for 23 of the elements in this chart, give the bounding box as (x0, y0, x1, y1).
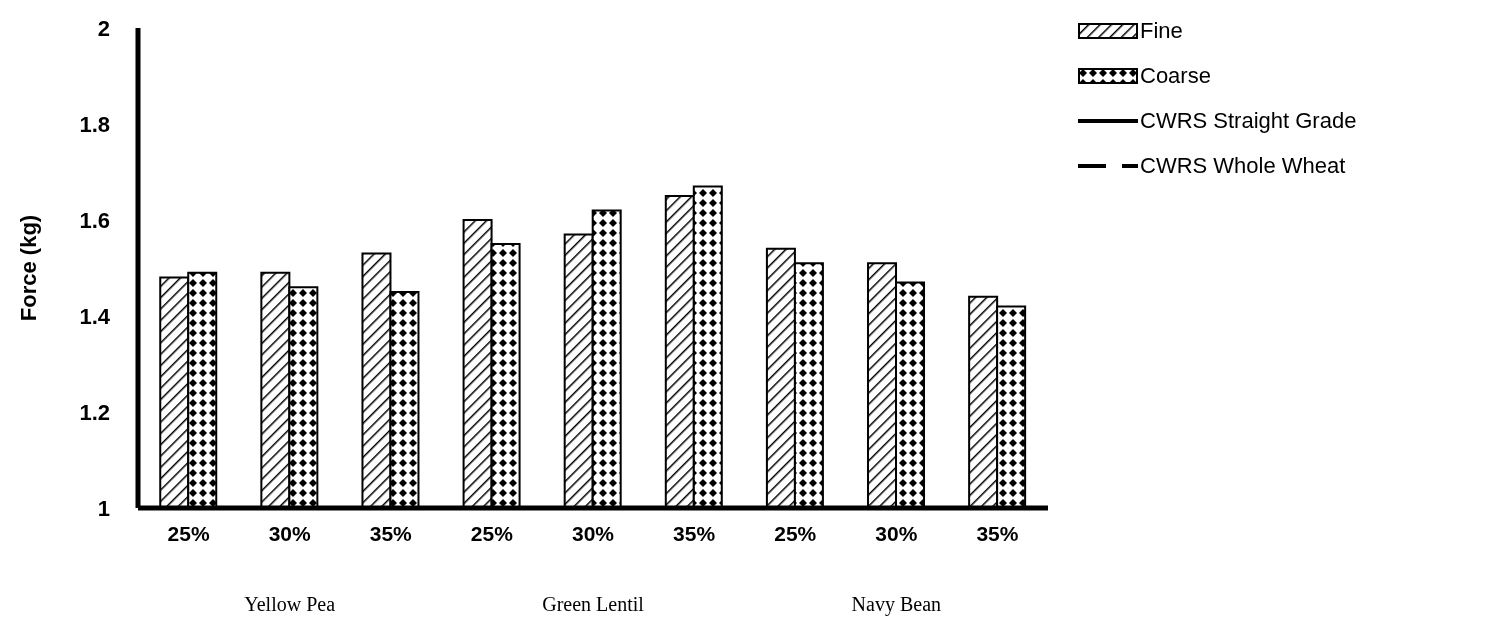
y-tick-label: 1.2 (79, 399, 110, 425)
y-tick-label: 1 (97, 495, 110, 521)
x-tick-label: 35% (673, 521, 716, 545)
legend-label: CWRS Whole Wheat (1140, 152, 1346, 179)
x-tick-label: 25% (167, 521, 210, 545)
y-tick-label: 1.4 (79, 303, 111, 329)
x-tick-label: 25% (774, 521, 817, 545)
legend-label: CWRS Straight Grade (1140, 107, 1357, 134)
text: Navy Bean (850, 593, 943, 616)
x-tick-label: 25% (470, 521, 514, 545)
x-tick-label: 35% (976, 521, 1019, 545)
legend-label: Coarse (1140, 62, 1211, 89)
legend-label: Fine (1140, 17, 1183, 44)
text: Green Lentil (541, 593, 645, 616)
y-tick-label: 1.6 (79, 207, 110, 233)
x-tick-label: 35% (369, 521, 413, 545)
text: Yellow Pea (243, 593, 337, 616)
y-tick-label: 1.8 (79, 111, 110, 137)
y-tick-label: 2 (97, 15, 110, 41)
y-axis-title: Force (kg) (15, 214, 41, 322)
x-tick-label: 30% (571, 521, 615, 545)
x-tick-label: 30% (268, 521, 312, 545)
x-tick-label: 30% (875, 521, 918, 545)
